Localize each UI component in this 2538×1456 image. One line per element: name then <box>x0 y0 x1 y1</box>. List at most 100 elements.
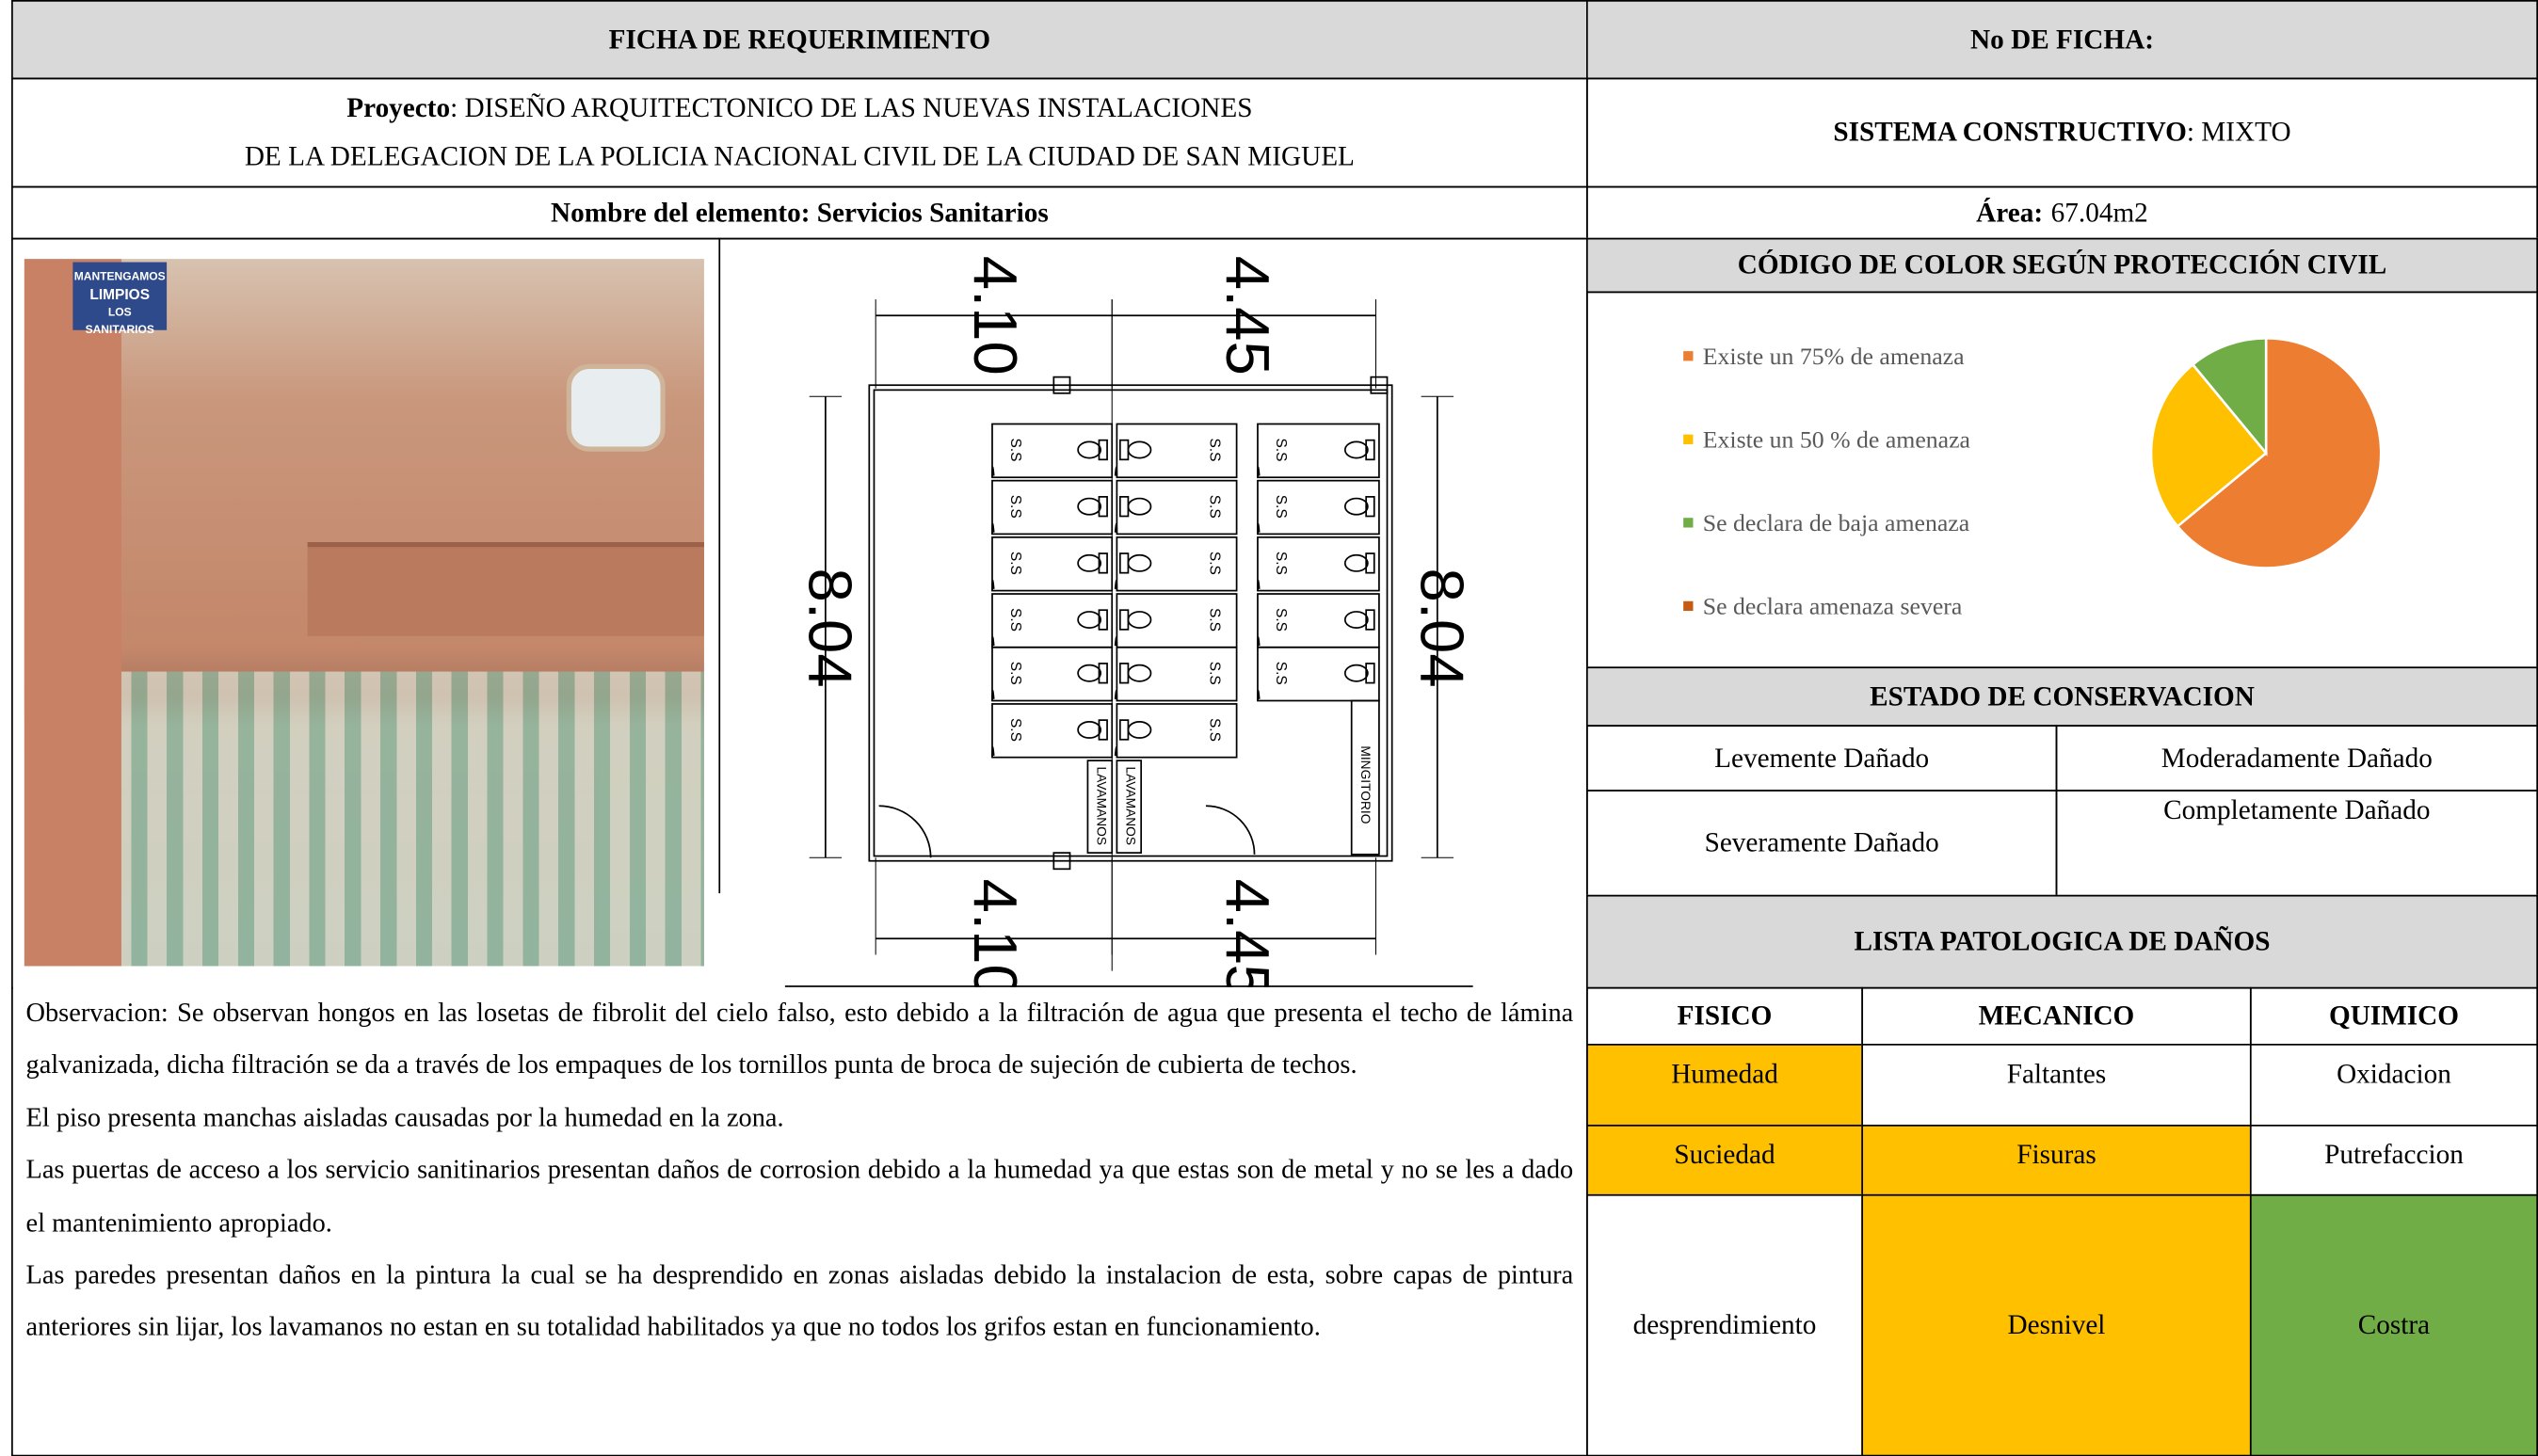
legend-swatch <box>1683 434 1694 444</box>
plan-stall-label: S.S <box>1273 552 1289 575</box>
damage-title: LISTA PATOLOGICA DE DAÑOS <box>1586 894 2538 989</box>
area-value: 67.04m2 <box>2050 196 2148 228</box>
conservation-cell: Completamente Dañado <box>2055 790 2538 897</box>
pie-slice <box>2176 337 2383 569</box>
plan-toilet <box>1077 497 1102 516</box>
plan-toilet <box>1077 553 1102 572</box>
plan-shape <box>1052 852 1071 871</box>
photo-sign: MANTENGAMOS LIMPIOS LOS SANITARIOS <box>72 262 168 337</box>
plan-door <box>1114 636 1118 648</box>
plan-door <box>1114 689 1118 701</box>
plan-shape <box>991 479 1114 536</box>
system-value: : MIXTO <box>2186 116 2291 148</box>
plan-door <box>1257 636 1261 648</box>
floor-plan: 4.10 4.45 4.10 4.45 8.04 8.04 S.S S.S S.S S.S S.S S… <box>796 256 1477 987</box>
plan-shape <box>1257 646 1380 702</box>
plan-shape <box>868 384 1393 862</box>
photo-sink <box>307 541 704 636</box>
observation-paragraph: Las puertas de acceso a los servicio san… <box>25 1154 1574 1238</box>
damage-cell: Desnivel <box>1861 1193 2252 1456</box>
conservation-cell: Severamente Dañado <box>1586 790 2058 897</box>
plan-stall-label: S.S <box>1206 552 1222 575</box>
plan-door <box>1205 805 1256 855</box>
plan-dimension: 4.45 <box>1213 879 1282 987</box>
plan-door <box>1257 522 1261 535</box>
plan-shape <box>1052 376 1071 394</box>
plan-door <box>1114 746 1118 758</box>
project-text: : DISEÑO ARQUITECTONICO DE LAS NUEVAS IN… <box>450 92 1253 123</box>
plan-toilet <box>1127 720 1152 739</box>
plan-toilet <box>1127 497 1152 516</box>
plan-shape <box>1118 552 1130 574</box>
plan-stall-label: S.S <box>1206 662 1222 685</box>
damage-header: MECANICO <box>1861 986 2252 1046</box>
plan-label: LAVAMANOS <box>1124 766 1138 845</box>
sheet-number: No DE FICHA: <box>1586 0 2538 80</box>
sign-text: LOS SANITARIOS <box>85 307 154 337</box>
plan-shape <box>1365 439 1375 461</box>
plan-door <box>991 689 995 701</box>
plan-door <box>1257 689 1261 701</box>
conservation-title: ESTADO DE CONSERVACION <box>1586 666 2538 728</box>
conservation-cell: Levemente Dañado <box>1586 725 2058 792</box>
photo-mirror <box>566 363 666 452</box>
plan-toilet <box>1077 611 1102 629</box>
plan-stall-label: S.S <box>1273 662 1289 685</box>
plan-door <box>991 636 995 648</box>
plan-shape <box>1118 439 1130 461</box>
plan-shape <box>1118 609 1130 631</box>
plan-stall-label: S.S <box>1273 495 1289 519</box>
plan-door <box>991 579 995 591</box>
plan-stall-label: S.S <box>1007 439 1023 462</box>
plan-stall-label: S.S <box>1206 718 1222 742</box>
legend-swatch <box>1683 600 1694 612</box>
plan-shape <box>1365 663 1375 684</box>
plan-door <box>1114 579 1118 591</box>
photo-floor <box>24 671 704 967</box>
plan-shape <box>1350 699 1380 856</box>
plan-toilet <box>1077 440 1102 459</box>
plan-shape <box>1257 536 1380 592</box>
plan-shape <box>1257 479 1380 536</box>
plan-toilet <box>1343 664 1369 682</box>
plan-shape <box>991 423 1114 479</box>
plan-stall-label: S.S <box>1007 552 1023 575</box>
plan-shape <box>1118 719 1130 741</box>
legend-swatch <box>1683 351 1694 361</box>
damage-cell: Suciedad <box>1586 1124 1864 1196</box>
plan-door <box>991 522 995 535</box>
plan-shape <box>1116 479 1238 536</box>
plan-door <box>991 466 995 478</box>
plan-toilet <box>1343 553 1369 572</box>
system-label: SISTEMA CONSTRUCTIVO <box>1833 116 2187 148</box>
legend-label: Existe un 50 % de amenaza <box>1703 425 1971 453</box>
plan-shape <box>1116 760 1143 854</box>
plan-shape <box>1116 703 1238 759</box>
project-label: Proyecto <box>346 92 451 123</box>
damage-cell: Putrefaccion <box>2249 1124 2538 1196</box>
plan-door <box>1257 579 1261 591</box>
plan-stall-label: S.S <box>1273 439 1289 462</box>
plan-door <box>1257 466 1261 478</box>
damage-cell: Faltantes <box>1861 1044 2252 1127</box>
plan-shape <box>1118 663 1130 684</box>
plan-shape <box>991 646 1114 702</box>
divider <box>784 985 1473 987</box>
plan-toilet <box>1077 664 1102 682</box>
legend-label: Se declara de baja amenaza <box>1703 509 1970 536</box>
plan-stall-label: S.S <box>1206 608 1222 632</box>
plan-toilet <box>1127 440 1152 459</box>
photo-wall <box>24 259 121 967</box>
plan-stall-label: S.S <box>1206 439 1222 462</box>
plan-toilet <box>1127 664 1152 682</box>
plan-shape <box>873 389 1389 857</box>
plan-shape <box>1365 552 1375 574</box>
plan-label: MINGITORIO <box>1358 745 1373 824</box>
plan-toilet <box>1343 440 1369 459</box>
plan-shape <box>991 536 1114 592</box>
plan-door <box>991 746 995 758</box>
plan-toilet <box>1127 611 1152 629</box>
damage-header: FISICO <box>1586 986 1864 1046</box>
damage-cell: desprendimiento <box>1586 1193 1864 1456</box>
plan-shape <box>1118 495 1130 518</box>
